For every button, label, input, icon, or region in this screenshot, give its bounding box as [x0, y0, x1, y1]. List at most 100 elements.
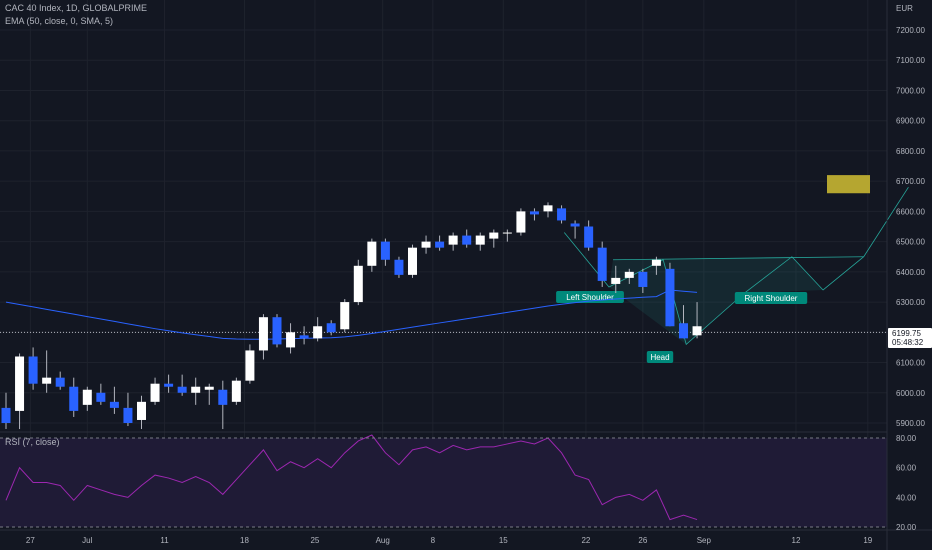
candle-body	[543, 205, 553, 212]
candle-body	[557, 208, 567, 221]
candle-body	[340, 302, 350, 330]
time-axis[interactable]: 27 Jul 11 18 25 Aug 8 15 22 26 Sep 12 19	[26, 536, 873, 545]
candle-body	[448, 235, 458, 245]
candle	[286, 323, 296, 354]
price-tick-label: 7100.00	[896, 56, 925, 65]
candle	[191, 377, 201, 405]
candle-body	[96, 392, 106, 402]
candle-body	[82, 389, 92, 405]
candle	[109, 386, 119, 414]
price-tick-label: 6500.00	[896, 238, 925, 247]
candle-body	[245, 350, 255, 381]
candle-body	[624, 271, 634, 278]
price-tick-label: 6300.00	[896, 298, 925, 307]
candle	[570, 220, 580, 239]
candle	[340, 299, 350, 333]
head-and-shoulders-pattern: Left Shoulder Head Right Shoulder	[556, 175, 909, 363]
candle	[584, 220, 594, 251]
candle	[380, 238, 390, 266]
candle-body	[299, 335, 309, 339]
rsi-tick-label: 40.00	[896, 493, 917, 502]
candle-body	[55, 377, 65, 387]
candle	[245, 344, 255, 384]
candle-body	[570, 223, 580, 227]
candle	[435, 235, 445, 251]
rsi-tick-label: 20.00	[896, 523, 917, 532]
time-tick-label: 26	[638, 536, 647, 545]
candle	[611, 265, 621, 294]
time-tick-label: Sep	[697, 536, 712, 545]
candlestick-series	[1, 202, 702, 430]
last-price-value: 6199.75	[892, 329, 921, 338]
candle	[204, 383, 214, 405]
candle	[313, 317, 323, 342]
price-tick-label: 7200.00	[896, 26, 925, 35]
candle-body	[69, 386, 79, 411]
candle	[665, 262, 675, 327]
candle	[82, 386, 92, 411]
price-tick-label: 6900.00	[896, 117, 925, 126]
candle	[1, 392, 11, 430]
candle	[69, 377, 79, 417]
candle-body	[611, 277, 621, 284]
rsi-legend[interactable]: RSI (7, close)	[5, 437, 60, 447]
time-tick-label: 27	[26, 536, 35, 545]
rsi-axis[interactable]: 80.00 60.00 40.00 20.00	[0, 434, 917, 532]
candle-body	[502, 232, 512, 234]
candle-body	[692, 326, 702, 336]
candle-body	[231, 380, 241, 402]
time-tick-label: 15	[499, 536, 508, 545]
candle	[164, 374, 174, 393]
candle-body	[435, 241, 445, 248]
candle-body	[651, 259, 661, 266]
candle-body	[272, 317, 282, 345]
candle-body	[123, 407, 133, 423]
rsi-line	[5, 434, 698, 521]
candle	[28, 347, 38, 390]
svg-text:Left Shoulder: Left Shoulder	[566, 293, 614, 302]
candle	[462, 229, 472, 248]
candle-body	[367, 241, 377, 266]
candle	[408, 244, 417, 278]
last-price-tag: 6199.75 05:48:32	[888, 328, 932, 348]
right-shoulder-label: Right Shoulder	[734, 292, 808, 304]
price-axis[interactable]: 7200.00 7100.00 7000.00 6900.00 6800.00 6700.…	[896, 26, 925, 428]
candle	[367, 238, 377, 272]
candle-body	[15, 356, 25, 411]
ema-legend[interactable]: EMA (50, close, 0, SMA, 5)	[5, 16, 114, 26]
price-tick-label: 6800.00	[896, 147, 925, 156]
candle-body	[204, 386, 214, 390]
candle-body	[218, 389, 228, 405]
candle-body	[191, 386, 201, 393]
candle	[299, 326, 309, 345]
target-box	[827, 175, 870, 194]
candle	[638, 268, 648, 294]
rsi-band-fill	[0, 438, 887, 527]
time-tick-label: 12	[792, 536, 801, 545]
candle	[421, 235, 431, 254]
candle-body	[394, 259, 404, 275]
candle-body	[529, 211, 539, 215]
candle-body	[516, 211, 526, 233]
candle	[529, 208, 539, 221]
bar-countdown: 05:48:32	[892, 338, 924, 347]
rsi-tick-label: 60.00	[896, 464, 917, 473]
time-tick-label: Jul	[82, 536, 92, 545]
candle	[150, 377, 160, 405]
price-tick-label: 7000.00	[896, 86, 925, 95]
candle-body	[638, 271, 648, 287]
candle	[326, 320, 336, 336]
pattern-fill	[608, 256, 792, 345]
candle	[258, 314, 268, 360]
candle-body	[353, 265, 363, 303]
candle-body	[489, 232, 499, 239]
candle-body	[164, 383, 174, 387]
price-tick-label: 6100.00	[896, 359, 925, 368]
candle-body	[584, 226, 594, 248]
price-tick-label: 6600.00	[896, 207, 925, 216]
candle-body	[421, 241, 431, 248]
time-tick-label: 11	[160, 536, 169, 545]
candle	[177, 374, 187, 396]
price-tick-label: 6000.00	[896, 389, 925, 398]
